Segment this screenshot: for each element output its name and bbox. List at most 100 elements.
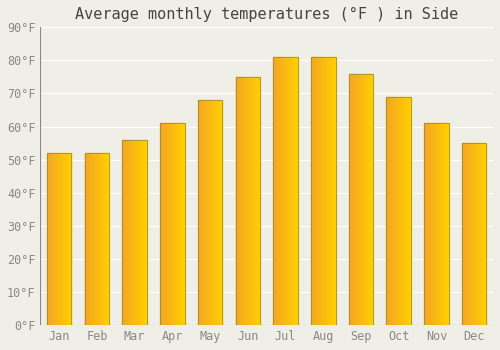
Bar <box>202 100 203 325</box>
Bar <box>443 123 444 325</box>
Bar <box>386 97 388 325</box>
Bar <box>93 153 94 325</box>
Bar <box>211 100 212 325</box>
Bar <box>483 143 484 325</box>
Bar <box>60 153 61 325</box>
Bar <box>435 123 436 325</box>
Bar <box>372 74 374 325</box>
Bar <box>275 57 276 325</box>
Bar <box>202 100 203 325</box>
Bar <box>240 77 242 325</box>
Bar <box>258 77 260 325</box>
Bar <box>278 57 279 325</box>
Bar <box>284 57 286 325</box>
Bar <box>70 153 72 325</box>
Bar <box>370 74 371 325</box>
Bar <box>401 97 402 325</box>
Bar <box>248 77 250 325</box>
Bar <box>138 140 139 325</box>
Bar <box>62 153 64 325</box>
Bar <box>216 100 218 325</box>
Bar <box>462 143 463 325</box>
Bar <box>220 100 222 325</box>
Bar <box>64 153 65 325</box>
Bar <box>438 123 439 325</box>
Bar <box>125 140 126 325</box>
Bar <box>164 123 165 325</box>
Bar <box>328 57 329 325</box>
Bar <box>92 153 93 325</box>
Bar <box>88 153 90 325</box>
Bar <box>166 123 168 325</box>
Bar <box>324 57 325 325</box>
Bar <box>348 74 374 325</box>
Bar <box>244 77 246 325</box>
Bar <box>290 57 292 325</box>
Bar <box>403 97 404 325</box>
Bar <box>284 57 285 325</box>
Bar <box>467 143 468 325</box>
Bar <box>68 153 69 325</box>
Bar <box>59 153 60 325</box>
Bar <box>480 143 482 325</box>
Bar <box>289 57 290 325</box>
Bar <box>207 100 208 325</box>
Bar <box>357 74 358 325</box>
Bar <box>133 140 134 325</box>
Bar <box>160 123 184 325</box>
Bar <box>84 153 109 325</box>
Bar <box>56 153 57 325</box>
Bar <box>124 140 125 325</box>
Bar <box>218 100 219 325</box>
Bar <box>274 57 275 325</box>
Bar <box>393 97 394 325</box>
Bar <box>128 140 129 325</box>
Bar <box>138 140 140 325</box>
Bar <box>255 77 256 325</box>
Bar <box>353 74 354 325</box>
Bar <box>169 123 170 325</box>
Bar <box>132 140 133 325</box>
Bar <box>364 74 365 325</box>
Bar <box>354 74 356 325</box>
Bar <box>170 123 171 325</box>
Bar <box>183 123 184 325</box>
Bar <box>400 97 401 325</box>
Bar <box>482 143 483 325</box>
Bar <box>316 57 317 325</box>
Bar <box>50 153 51 325</box>
Bar <box>396 97 397 325</box>
Bar <box>398 97 400 325</box>
Bar <box>429 123 430 325</box>
Bar <box>329 57 330 325</box>
Bar <box>279 57 280 325</box>
Bar <box>282 57 283 325</box>
Bar <box>257 77 258 325</box>
Bar <box>52 153 54 325</box>
Bar <box>47 153 72 325</box>
Bar <box>256 77 257 325</box>
Bar <box>311 57 336 325</box>
Bar <box>480 143 481 325</box>
Bar <box>476 143 478 325</box>
Bar <box>242 77 243 325</box>
Bar <box>433 123 434 325</box>
Bar <box>348 74 350 325</box>
Bar <box>388 97 389 325</box>
Bar <box>126 140 128 325</box>
Bar <box>408 97 410 325</box>
Bar <box>161 123 162 325</box>
Bar <box>51 153 52 325</box>
Bar <box>360 74 361 325</box>
Bar <box>204 100 205 325</box>
Bar <box>143 140 144 325</box>
Bar <box>311 57 312 325</box>
Bar <box>84 153 86 325</box>
Bar <box>314 57 315 325</box>
Bar <box>288 57 289 325</box>
Title: Average monthly temperatures (°F ) in Side: Average monthly temperatures (°F ) in Si… <box>75 7 458 22</box>
Bar <box>398 97 399 325</box>
Bar <box>442 123 443 325</box>
Bar <box>206 100 207 325</box>
Bar <box>296 57 297 325</box>
